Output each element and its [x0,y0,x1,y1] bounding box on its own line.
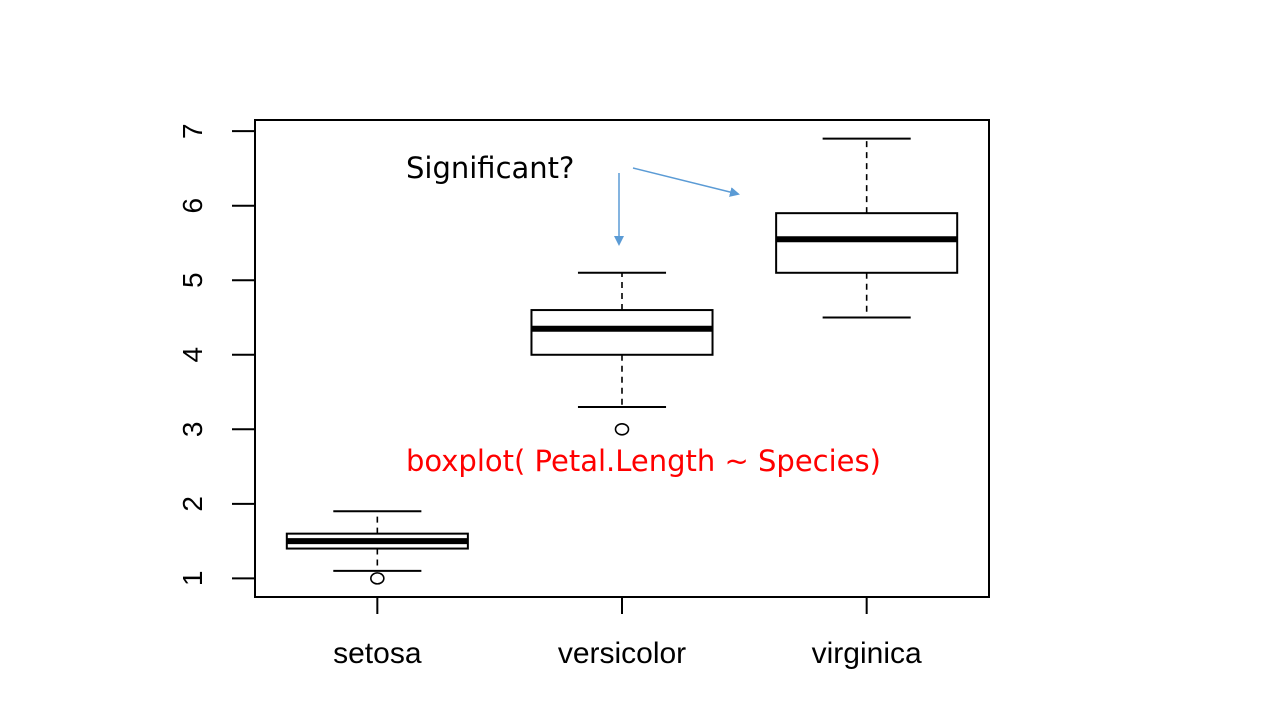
arrow-to-virginica [632,167,740,197]
y-tick-label: 4 [177,347,208,363]
x-tick-label: versicolor [558,637,686,670]
y-tick-label: 1 [177,571,208,587]
iqr-box [530,309,714,356]
x-tick-label: setosa [333,637,422,670]
significant-annotation: Significant? [406,151,574,185]
code-annotation: boxplot( Petal.Length ~ Species) [406,444,881,478]
y-tick-label: 6 [177,198,208,214]
iqr-box [775,212,959,274]
box-virginica [775,137,959,319]
x-tick-label: virginica [812,637,922,670]
box-setosa [285,510,469,585]
box-versicolor [530,271,714,436]
y-axis: 1 2 3 4 5 6 7 [177,123,255,586]
outlier-point [370,572,385,585]
y-tick-label: 7 [177,123,208,139]
y-tick-label: 5 [177,272,208,288]
y-tick-label: 3 [177,422,208,438]
y-tick-label: 2 [177,496,208,512]
outlier-point [614,423,630,436]
x-axis: setosa versicolor virginica [333,597,922,670]
boxes-group [285,137,959,585]
